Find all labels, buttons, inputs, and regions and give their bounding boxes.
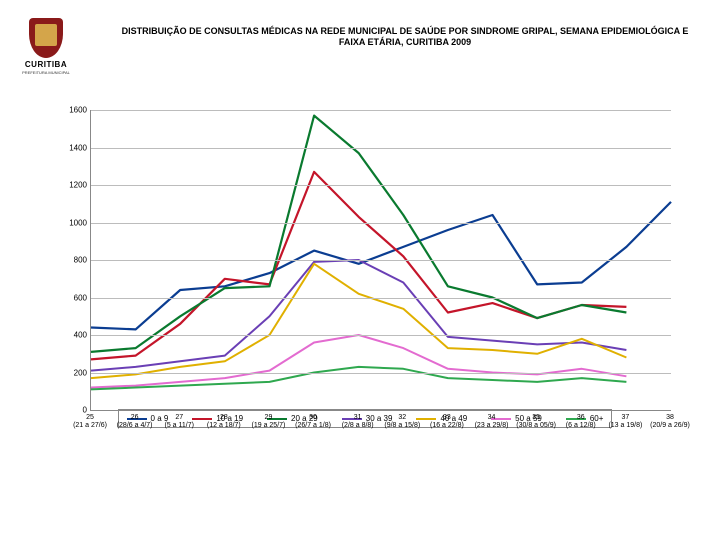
x-axis-label: 35(30/8 a 05/9) — [514, 414, 558, 429]
gridline — [91, 260, 671, 261]
y-axis-label: 1000 — [57, 218, 87, 227]
y-axis-label: 1400 — [57, 143, 87, 152]
x-axis-label: 36(6 a 12/8) — [559, 414, 603, 429]
gridline — [91, 148, 671, 149]
x-axis-label: 32(9/8 a 15/8) — [380, 414, 424, 429]
line-chart: 02004006008001000120014001600 0 a 910 a … — [60, 110, 670, 442]
series-line — [91, 172, 626, 360]
series-line — [91, 335, 626, 388]
y-axis-label: 400 — [57, 331, 87, 340]
gridline — [91, 185, 671, 186]
x-axis-label: 31(2/8 a 8/8) — [336, 414, 380, 429]
page-title: DISTRIBUIÇÃO DE CONSULTAS MÉDICAS NA RED… — [120, 26, 690, 49]
x-axis-label: 29(19 a 25/7) — [246, 414, 290, 429]
series-line — [91, 202, 671, 330]
y-axis-label: 600 — [57, 293, 87, 302]
x-axis-label: 25(21 a 27/6) — [68, 414, 112, 429]
series-line — [91, 116, 626, 352]
x-axis-label: 37(13 a 19/8) — [603, 414, 647, 429]
page: CURITIBA PREFEITURA MUNICIPAL DISTRIBUIÇ… — [0, 0, 720, 540]
gridline — [91, 335, 671, 336]
title-line-1: DISTRIBUIÇÃO DE CONSULTAS MÉDICAS NA RED… — [122, 26, 689, 36]
brand-name: CURITIBA — [18, 60, 74, 69]
x-axis-label: 28(12 a 18/7) — [202, 414, 246, 429]
x-axis-label: 38(20/9 a 26/9) — [648, 414, 692, 429]
brand-sub: PREFEITURA MUNICIPAL — [18, 70, 74, 75]
x-axis-label: 33(16 a 22/8) — [425, 414, 469, 429]
y-axis-label: 1600 — [57, 106, 87, 115]
y-axis-label: 1200 — [57, 181, 87, 190]
series-line — [91, 264, 626, 378]
plot-area: 02004006008001000120014001600 — [90, 110, 671, 411]
gridline — [91, 223, 671, 224]
x-axis-label: 34(23 a 29/8) — [470, 414, 514, 429]
x-axis-label: 30(26/7 a 1/8) — [291, 414, 335, 429]
x-axis-label: 26(28/6 a 4/7) — [113, 414, 157, 429]
x-axis-label: 27(5 a 11/7) — [157, 414, 201, 429]
gridline — [91, 373, 671, 374]
brand-logo: CURITIBA PREFEITURA MUNICIPAL — [18, 18, 74, 75]
gridline — [91, 298, 671, 299]
gridline — [91, 110, 671, 111]
y-axis-label: 800 — [57, 256, 87, 265]
y-axis-label: 200 — [57, 368, 87, 377]
series-line — [91, 367, 626, 390]
shield-icon — [29, 18, 63, 58]
title-line-2: FAIXA ETÁRIA, CURITIBA 2009 — [339, 37, 471, 47]
